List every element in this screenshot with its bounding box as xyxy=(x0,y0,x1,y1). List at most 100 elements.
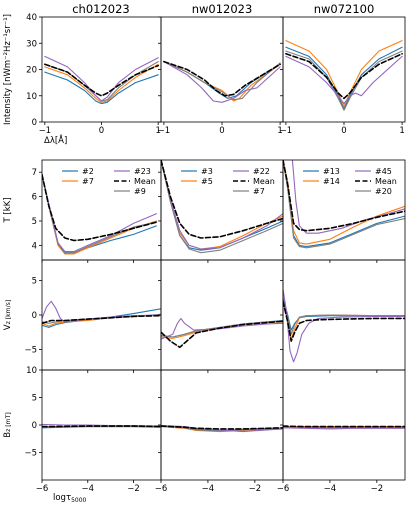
series-line-mean xyxy=(283,300,405,342)
series-line-c3 xyxy=(163,61,281,101)
x-tick-label: 1 xyxy=(277,126,282,136)
series-line-c4 xyxy=(42,300,161,323)
series-group xyxy=(42,423,161,429)
y-tick-label: 5 xyxy=(32,217,37,227)
intensity-y-axis-label: Intensity [nWm⁻²Hz⁻¹sr⁻¹] xyxy=(3,14,13,125)
legend-label-c3: #20 xyxy=(375,187,392,196)
x-tick-label: 0 xyxy=(99,126,104,136)
intensity-x-axis-label: Δλ[Å] xyxy=(44,134,67,146)
series-line-c3 xyxy=(285,50,403,111)
series-line-mean xyxy=(44,63,159,97)
legend-label-c3: #9 xyxy=(134,187,146,196)
bz-panel-2: −6 −4 −2 xyxy=(155,369,284,494)
series-group xyxy=(283,425,405,430)
x-tick-label: −6 xyxy=(155,484,168,494)
series-group xyxy=(285,40,403,111)
x-tick-label: 0 xyxy=(341,126,346,136)
y-tick-label: 7 xyxy=(32,168,37,178)
column-title-2: nw012023 xyxy=(192,2,253,16)
series-line-c4 xyxy=(42,423,161,427)
series-line-mean xyxy=(161,425,283,430)
y-tick-label: 0 xyxy=(32,118,37,128)
series-line-c4 xyxy=(291,160,405,234)
series-line-mean xyxy=(283,425,405,428)
legend-label-c4: #45 xyxy=(375,167,392,176)
legend-label-c2: #14 xyxy=(323,177,340,186)
y-tick-label: 10 xyxy=(26,366,37,376)
series-line-mean xyxy=(283,160,405,232)
series-line-mean xyxy=(161,160,283,239)
y-tick-label: 30 xyxy=(26,39,37,49)
legend-label-c1: #3 xyxy=(201,167,213,176)
series-line-c4 xyxy=(161,317,283,340)
intensity-panel-2: −1 0 1 xyxy=(158,16,284,136)
y-tick-label: −5 xyxy=(24,345,37,355)
x-tick-label: −4 xyxy=(82,484,95,494)
series-line-c4 xyxy=(163,61,281,103)
legend-label-c3: #7 xyxy=(253,187,265,196)
series-line-mean xyxy=(285,53,403,100)
series-line-c4 xyxy=(161,160,283,250)
bz-panel-3: −6 −4 −2 xyxy=(277,369,406,494)
series-line-mean xyxy=(42,425,161,428)
vz-panel-3 xyxy=(280,259,406,373)
bz-y-axis-label: Bz [mT] xyxy=(3,412,13,437)
series-line-c1 xyxy=(283,297,405,331)
column-title-3: nw072100 xyxy=(314,2,375,16)
legend-label-mean: Mean xyxy=(253,177,275,186)
series-line-c1 xyxy=(44,71,159,105)
series-line-c3 xyxy=(283,299,405,335)
series-line-c4 xyxy=(44,55,159,102)
series-line-mean xyxy=(163,60,281,97)
vz-y-axis-label-main: V xyxy=(3,324,13,330)
bottom-x-axis-label-sub: 5000 xyxy=(71,497,86,504)
series-line-c2 xyxy=(44,63,159,103)
x-tick-label: 0 xyxy=(219,126,224,136)
vz-y-axis-label-sub: z [km/s] xyxy=(5,300,12,325)
legend-label-c4: #23 xyxy=(134,167,151,176)
series-line-c4 xyxy=(283,427,405,430)
series-line-c4 xyxy=(285,55,403,105)
y-tick-label: 4 xyxy=(32,241,37,251)
series-line-mean xyxy=(42,173,158,242)
series-group xyxy=(161,160,283,254)
y-tick-label: 10 xyxy=(26,92,37,102)
series-line-c3 xyxy=(283,160,405,249)
x-tick-label: −2 xyxy=(249,484,262,494)
bottom-x-axis-label: logτ5000 xyxy=(53,493,87,504)
series-line-c1 xyxy=(285,46,403,110)
series-line-c2 xyxy=(283,300,405,340)
axes-frame xyxy=(160,259,284,371)
x-tick-label: −1 xyxy=(280,126,293,136)
axes-frame xyxy=(282,369,406,481)
series-group xyxy=(161,317,283,349)
series-line-mean xyxy=(42,314,161,325)
vz-panel-1: −5 0 5 xyxy=(24,259,162,373)
series-line-c4 xyxy=(283,288,405,363)
series-group xyxy=(161,425,283,433)
x-tick-label: −6 xyxy=(36,484,49,494)
x-tick-label: −1 xyxy=(158,126,171,136)
y-tick-label: 5 xyxy=(32,277,37,287)
column-title-1: ch012023 xyxy=(72,2,130,16)
series-group xyxy=(42,300,161,328)
x-tick-label: −4 xyxy=(324,484,337,494)
x-tick-label: −4 xyxy=(202,484,215,494)
y-tick-label: −5 xyxy=(24,449,37,459)
series-group xyxy=(44,55,159,105)
series-group xyxy=(163,60,281,103)
series-group xyxy=(42,173,158,255)
y-tick-label: 40 xyxy=(26,13,37,23)
series-line-mean xyxy=(161,320,283,349)
intensity-panel-3: −1 0 1 xyxy=(280,16,406,136)
x-tick-label: −2 xyxy=(371,484,384,494)
legend-label-c2: #5 xyxy=(201,177,213,186)
